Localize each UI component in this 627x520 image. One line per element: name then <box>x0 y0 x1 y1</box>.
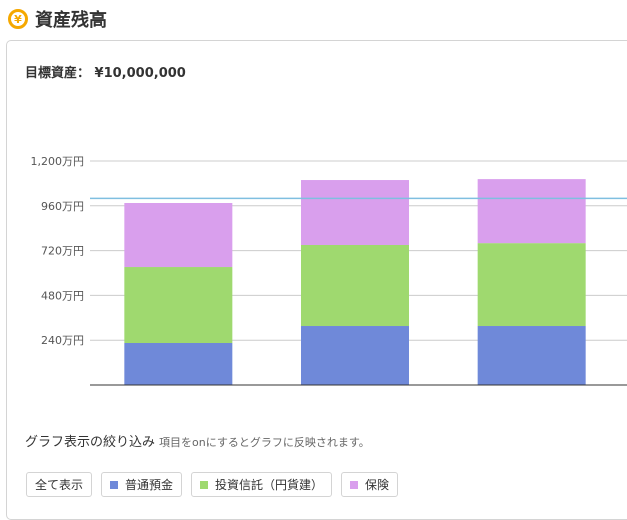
savings-swatch-icon <box>110 480 119 489</box>
target-asset: 目標資産： ¥10,000,000 <box>25 66 186 81</box>
filter-funds-button[interactable]: 投資信託（円貨建） <box>191 472 333 497</box>
stacked-bar-chart: 240万円 480万円 720万円 960万円 1,200万円 <box>31 155 627 386</box>
y-tick-label: 720万円 <box>41 245 84 258</box>
bar-segment <box>124 267 233 343</box>
filter-heading: グラフ表示の絞り込み 項目をonにするとグラフに反映されます。 <box>25 431 370 450</box>
funds-swatch-icon <box>200 480 209 489</box>
bar-segment <box>477 326 586 385</box>
bar-segment <box>124 343 233 385</box>
bar-segment <box>301 245 409 327</box>
bar-segment <box>301 326 409 385</box>
bar-segment <box>124 203 233 268</box>
show-all-button[interactable]: 全て表示 <box>26 472 93 497</box>
y-tick-label: 480万円 <box>41 289 84 302</box>
bar-segment <box>301 180 409 245</box>
filter-title: グラフ表示の絞り込み <box>25 435 156 450</box>
bar-segment <box>477 243 586 327</box>
filter-buttons: 全て表示 普通預金 投資信託（円貨建） 保険 <box>26 472 407 497</box>
filter-insurance-button[interactable]: 保険 <box>341 472 399 497</box>
y-tick-label: 1,200万円 <box>31 155 85 168</box>
filter-hint: 項目をonにするとグラフに反映されます。 <box>159 436 370 449</box>
section-header: ¥ 資産残高 <box>8 6 107 32</box>
page-title: 資産残高 <box>35 10 107 31</box>
y-tick-label: 960万円 <box>41 200 84 213</box>
y-tick-label: 240万円 <box>41 334 84 347</box>
bar-segment <box>477 179 586 244</box>
filter-savings-button[interactable]: 普通預金 <box>101 472 183 497</box>
yen-coin-icon: ¥ <box>8 9 28 29</box>
insurance-swatch-icon <box>350 480 359 489</box>
